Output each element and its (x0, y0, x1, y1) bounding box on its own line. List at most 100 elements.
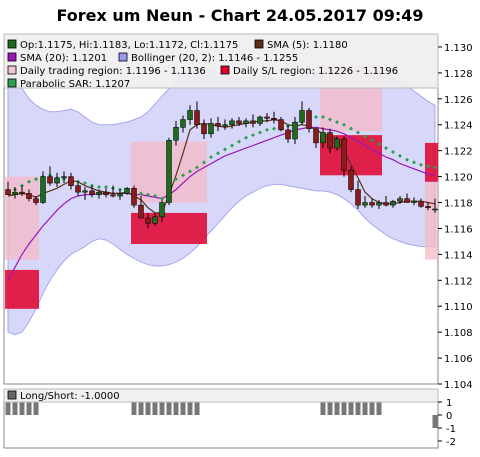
candle-body (152, 216, 158, 224)
psar-dot (314, 114, 318, 119)
psar-dot (398, 153, 402, 158)
candle-body (334, 138, 340, 149)
candle-body (327, 132, 333, 149)
psar-dot (27, 179, 31, 184)
long-short-bar (348, 402, 354, 415)
candle-body (47, 176, 53, 184)
long-short-bar (327, 402, 333, 415)
sub-y-tick-label: -2 (446, 437, 456, 448)
long-short-bar (194, 402, 200, 415)
y-tick-label: 1.112 (444, 276, 473, 287)
long-short-bar (145, 402, 151, 415)
legend-label: SMA (5): 1.1180 (267, 40, 348, 51)
candle-body (390, 200, 396, 206)
y-tick-label: 1.104 (444, 380, 473, 391)
candle-body (61, 176, 67, 179)
legend-label: Bollinger (20, 2): 1.1146 - 1.1255 (131, 53, 298, 64)
long-short-bar (12, 402, 18, 415)
psar-dot (342, 122, 346, 127)
candle-body (201, 124, 207, 135)
long-short-bar (362, 402, 368, 415)
long-short-bar (180, 402, 186, 415)
legend-label: Daily trading region: 1.1196 - 1.1136 (20, 66, 206, 77)
long-short-bar (19, 402, 25, 415)
candle-body (369, 202, 375, 206)
legend-label: SMA (20): 1.1201 (20, 53, 107, 64)
sub-legend-box (3, 388, 439, 403)
long-short-bar (152, 402, 158, 415)
psar-dot (384, 146, 388, 151)
candle-body (285, 129, 291, 140)
y-tick-label: 1.128 (444, 69, 473, 80)
candle-body (54, 177, 60, 184)
legend-swatch (118, 52, 128, 62)
candle-body (376, 202, 382, 206)
candle-body (215, 123, 221, 127)
y-tick-label: 1.120 (444, 173, 473, 184)
long-short-bar (166, 402, 172, 415)
candle-body (26, 193, 32, 199)
long-short-bar (376, 402, 382, 415)
long-short-bar (341, 402, 347, 415)
long-short-bar (432, 415, 438, 428)
candle-body (418, 200, 424, 207)
long-short-bars (5, 402, 438, 428)
psar-dot (202, 160, 206, 165)
y-tick-label: 1.116 (444, 224, 473, 235)
y-tick-label: 1.122 (444, 147, 473, 158)
candle-body (173, 127, 179, 141)
candle-body (320, 132, 326, 144)
psar-dot (335, 120, 339, 125)
psar-dot (83, 181, 87, 186)
long-short-bar (131, 402, 137, 415)
legend-label: Daily S/L region: 1.1226 - 1.1196 (233, 66, 398, 77)
psar-dot (237, 139, 241, 144)
psar-dot (146, 192, 150, 197)
long-short-bar (159, 402, 165, 415)
long-short-bar (5, 402, 11, 415)
candle-body (145, 217, 151, 224)
sub-y-tick-label: -1 (446, 424, 456, 435)
candle-body (222, 124, 228, 127)
y-tick-label: 1.130 (444, 43, 473, 54)
candle-body (187, 110, 193, 120)
candle-body (12, 191, 18, 195)
candle-body (299, 110, 305, 123)
sub-y-tick-label: 0 (446, 411, 452, 422)
candle-body (271, 118, 277, 120)
legend-swatch (254, 39, 264, 49)
candle-body (124, 188, 130, 194)
candle-body (19, 191, 25, 194)
psar-dot (181, 173, 185, 178)
candle-body (348, 169, 354, 190)
candle-body (264, 116, 270, 119)
psar-dot (363, 134, 367, 139)
candle-body (313, 128, 319, 144)
y-axis: 1.130 1.128 1.126 1.124 1.122 1.120 1.118 1.116… (438, 43, 473, 391)
psar-dot (370, 138, 374, 143)
candle-body (40, 176, 46, 203)
candle-body (5, 189, 11, 195)
candle-body (362, 202, 368, 206)
legend-swatch (220, 65, 230, 75)
y-tick-label: 1.118 (444, 199, 473, 210)
sub-legend-label: Long/Short: -1.0000 (20, 391, 120, 402)
candle-body (180, 119, 186, 128)
psar-dot (209, 155, 213, 160)
long-short-bar (138, 402, 144, 415)
psar-dot (139, 191, 143, 196)
candle-body (166, 140, 172, 203)
candle-body (383, 202, 389, 206)
long-short-bar (187, 402, 193, 415)
sl-region (425, 142, 438, 182)
psar-dot (321, 114, 325, 119)
long-short-bar (369, 402, 375, 415)
candle-body (236, 120, 242, 124)
y-tick-label: 1.110 (444, 302, 473, 313)
sma20-line (7, 126, 436, 281)
psar-dot (265, 127, 269, 132)
candle-body (411, 200, 417, 203)
psar-dot (356, 130, 360, 135)
psar-dot (244, 135, 248, 140)
y-tick-label: 1.108 (444, 328, 473, 339)
